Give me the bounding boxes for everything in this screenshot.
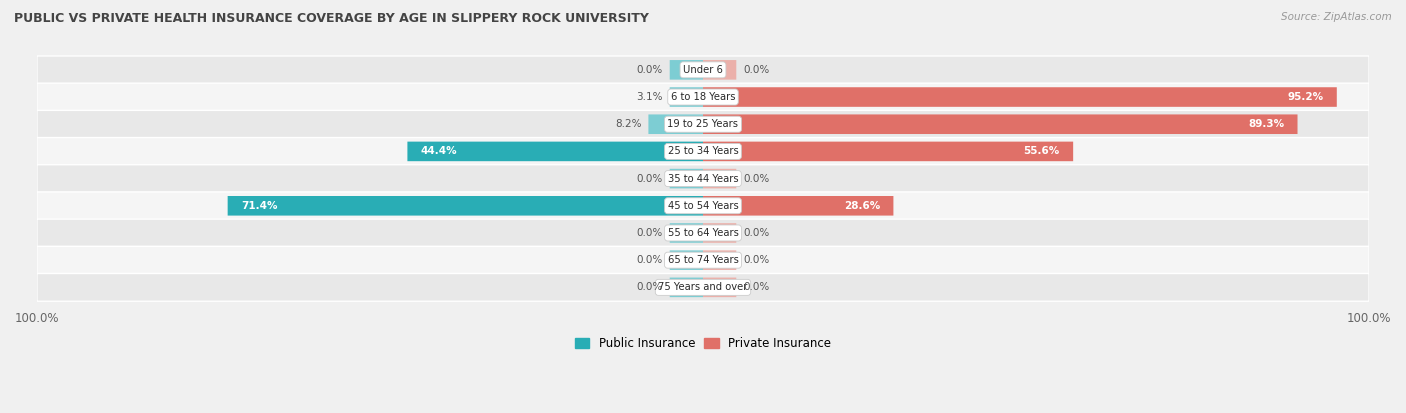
FancyBboxPatch shape [669,60,703,80]
Text: 55 to 64 Years: 55 to 64 Years [668,228,738,238]
Text: 55.6%: 55.6% [1024,147,1060,157]
FancyBboxPatch shape [37,192,1369,220]
Text: 0.0%: 0.0% [637,282,664,292]
Text: 6 to 18 Years: 6 to 18 Years [671,92,735,102]
Text: 0.0%: 0.0% [637,173,664,184]
FancyBboxPatch shape [37,273,1369,301]
Text: 71.4%: 71.4% [240,201,277,211]
FancyBboxPatch shape [703,87,1337,107]
FancyBboxPatch shape [669,223,703,243]
Text: Under 6: Under 6 [683,65,723,75]
FancyBboxPatch shape [669,278,703,297]
Text: 28.6%: 28.6% [844,201,880,211]
Text: 0.0%: 0.0% [637,65,664,75]
FancyBboxPatch shape [703,114,1298,134]
Text: 25 to 34 Years: 25 to 34 Years [668,147,738,157]
FancyBboxPatch shape [408,142,703,161]
FancyBboxPatch shape [228,196,703,216]
FancyBboxPatch shape [37,83,1369,111]
FancyBboxPatch shape [703,250,737,270]
Text: 95.2%: 95.2% [1288,92,1323,102]
FancyBboxPatch shape [703,196,893,216]
FancyBboxPatch shape [669,169,703,188]
FancyBboxPatch shape [37,219,1369,247]
FancyBboxPatch shape [669,87,703,107]
FancyBboxPatch shape [37,246,1369,274]
FancyBboxPatch shape [703,60,737,80]
Text: 45 to 54 Years: 45 to 54 Years [668,201,738,211]
FancyBboxPatch shape [669,250,703,270]
Text: 0.0%: 0.0% [742,255,769,265]
Text: 3.1%: 3.1% [637,92,664,102]
Text: 0.0%: 0.0% [637,255,664,265]
Text: 0.0%: 0.0% [742,173,769,184]
Text: 0.0%: 0.0% [742,228,769,238]
Text: 44.4%: 44.4% [420,147,457,157]
FancyBboxPatch shape [703,169,737,188]
FancyBboxPatch shape [648,114,703,134]
Text: 0.0%: 0.0% [742,282,769,292]
Text: 19 to 25 Years: 19 to 25 Years [668,119,738,129]
Legend: Public Insurance, Private Insurance: Public Insurance, Private Insurance [571,332,835,355]
Text: 65 to 74 Years: 65 to 74 Years [668,255,738,265]
FancyBboxPatch shape [703,223,737,243]
Text: 8.2%: 8.2% [616,119,641,129]
Text: Source: ZipAtlas.com: Source: ZipAtlas.com [1281,12,1392,22]
FancyBboxPatch shape [37,138,1369,165]
FancyBboxPatch shape [703,278,737,297]
Text: PUBLIC VS PRIVATE HEALTH INSURANCE COVERAGE BY AGE IN SLIPPERY ROCK UNIVERSITY: PUBLIC VS PRIVATE HEALTH INSURANCE COVER… [14,12,650,25]
Text: 75 Years and over: 75 Years and over [658,282,748,292]
FancyBboxPatch shape [703,142,1073,161]
FancyBboxPatch shape [37,110,1369,138]
Text: 35 to 44 Years: 35 to 44 Years [668,173,738,184]
FancyBboxPatch shape [37,56,1369,84]
Text: 0.0%: 0.0% [742,65,769,75]
FancyBboxPatch shape [37,165,1369,192]
Text: 89.3%: 89.3% [1249,119,1284,129]
Text: 0.0%: 0.0% [637,228,664,238]
